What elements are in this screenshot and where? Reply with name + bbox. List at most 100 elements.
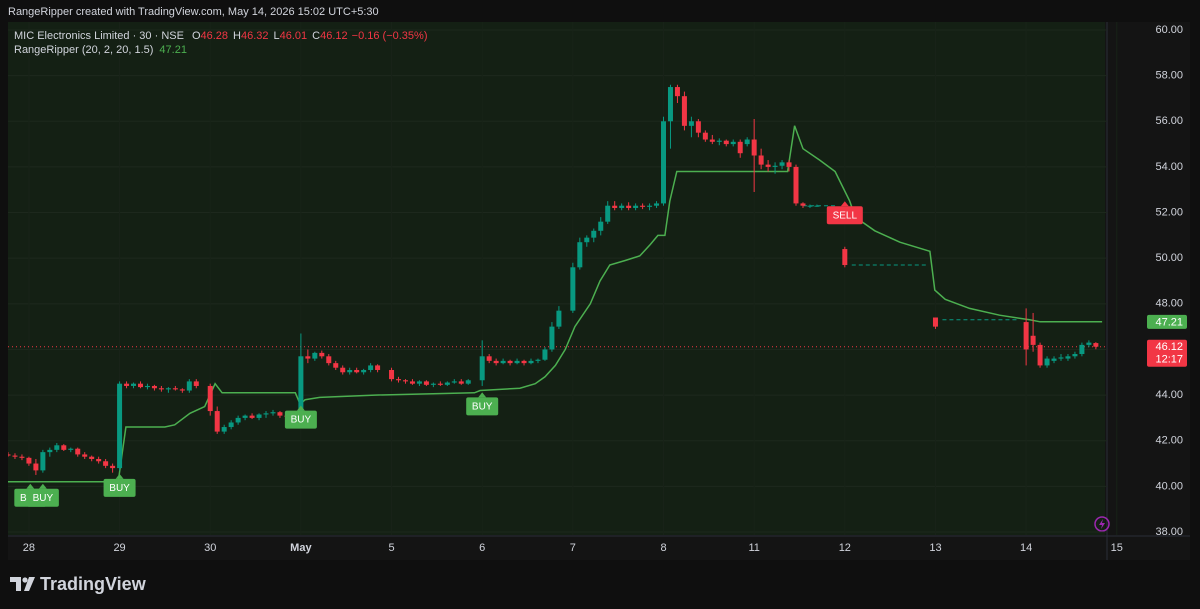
logo: TradingView [10,574,147,594]
signal-pointer [115,473,124,479]
candle-body [1058,357,1064,359]
signal-box [284,410,317,429]
signal-pointer [26,483,35,489]
candle-body [1037,344,1043,366]
legend-key: C [312,30,320,42]
candle-body [312,352,318,359]
candle-body [277,412,283,416]
candle-body [172,388,178,390]
price-badge [1147,339,1187,367]
candle-body [765,164,771,167]
candle-body [605,205,611,222]
candle-body [326,356,332,364]
candle-body [1079,344,1085,355]
candle-body [744,139,750,145]
candle-body [716,140,722,142]
candle-body [131,383,137,386]
candle-body [542,349,548,360]
candle-body [612,205,618,208]
candle-body [793,166,799,204]
y-tick-label: 42.00 [1155,435,1183,447]
alert-bolt [1099,519,1105,529]
candle-body [479,356,485,381]
candle-body [451,381,457,383]
candle-body [709,139,715,142]
y-tick-label: 52.00 [1155,206,1183,218]
candle-body [144,385,150,388]
candle-body [33,463,39,471]
candle-body [368,365,374,370]
legend-indicator-line: RangeRipper (20, 2, 20, 1.5) 47.21 [14,44,187,56]
candle-body [1023,322,1029,350]
candle-body [1044,358,1050,366]
x-tick-label: 28 [23,542,35,554]
candle-body [584,237,590,243]
signal-pointer [296,405,305,411]
candle-body [75,448,81,455]
candle-body [1030,335,1036,345]
candle-body [751,139,757,156]
signal: SELL [826,201,863,225]
candle-body [661,121,667,204]
candle-body [667,87,673,122]
candle-body [681,96,687,126]
candle-body [19,456,25,458]
candle-body [758,155,764,165]
x-tick-label: 5 [388,542,394,554]
candle-body [598,221,604,231]
candle-body [535,359,541,361]
candle-body [347,369,353,373]
candle-body [807,205,813,207]
candle-body [214,411,220,432]
candle-body [674,87,680,97]
alert-circle [1094,516,1110,532]
candle-body [263,413,269,415]
logo-slash [24,577,35,591]
candle-body [528,360,534,364]
candle-body [221,427,227,432]
candle-body [654,203,660,206]
y-tick-label: 44.00 [1155,389,1183,401]
candle-body [437,383,443,385]
signal-box [466,397,499,416]
candle-body [458,381,464,384]
candle-body [186,381,192,391]
candle-body [68,448,74,450]
candle-body [165,388,171,390]
y-tick-label: 60.00 [1155,24,1183,36]
candle-body [695,121,701,133]
logo-text: TradingView [40,574,147,594]
signal-label: BUY [291,415,312,426]
signal-box [26,488,59,507]
candle-body [633,205,639,208]
candle-body [207,385,213,412]
candle-body [96,458,102,462]
signal-box [103,478,136,497]
legend-change: −0.16 (−0.35%) [352,30,428,42]
signal-pointer [840,201,849,207]
x-tick-label: 29 [113,542,125,554]
candle-body [124,383,130,386]
candle-body [688,121,694,126]
candle-body [549,326,555,350]
candle-body [61,445,67,450]
candle-body [486,356,492,361]
candle-body [626,205,632,208]
indicator-badge [1147,314,1187,329]
x-tick-label: 12 [839,542,851,554]
candle-body [779,162,785,166]
candle-body [500,360,506,364]
candle-body [137,383,143,388]
signal-pointer [38,483,47,489]
candle-body [514,360,520,364]
candle-body [103,461,109,466]
candle-body [800,203,806,206]
y-tick-label: 50.00 [1155,252,1183,264]
candle-body [340,367,346,373]
indicator-badge-label: 47.21 [1155,316,1183,328]
signal-label: BUY [472,402,493,413]
candle-body [702,132,708,140]
logo-mark [10,577,21,591]
candle-body [228,422,234,428]
